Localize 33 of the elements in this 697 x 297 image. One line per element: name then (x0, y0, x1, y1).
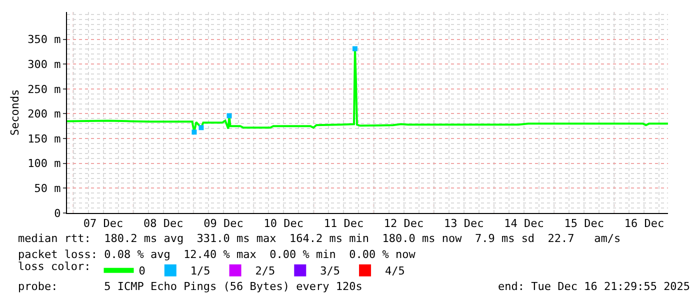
x-tick-label: 09 Dec (204, 217, 244, 230)
point (352, 46, 358, 52)
y-tick-label: 200 m (28, 108, 62, 121)
text: probe: 5 ICMP Echo Pings (56 Bytes) every 120s (18, 280, 362, 293)
y-tick-label: 350 m (28, 33, 62, 46)
x-tick-label: 13 Dec (444, 217, 484, 230)
y-tick-label: 100 m (28, 157, 62, 170)
x-tick-label: 14 Dec (504, 217, 544, 230)
x-tick-label: 16 Dec (624, 217, 664, 230)
x-tick-label: 11 Dec (324, 217, 364, 230)
x-tick-label: 12 Dec (384, 217, 424, 230)
legend-label: 1/5 (190, 264, 210, 278)
y-tick-label: 150 m (28, 132, 62, 146)
point (192, 130, 197, 135)
legend-title: loss color: (18, 260, 91, 274)
text: median rtt: 180.2 ms avg 331.0 ms max 164.2 ms min 180.0 ms now 7.9 ms sd 22.7 am/s (18, 232, 621, 245)
legend-label: 0 (138, 264, 146, 278)
point (226, 113, 232, 118)
text: packet loss: 0.08 % avg 12.40 % max 0.00 % min 0.00 % now (18, 248, 416, 261)
x-tick-label: 15 Dec (564, 217, 604, 230)
y-tick-label: 300 m (28, 58, 62, 71)
text: end: Tue Dec 16 21:29:55 2025 (498, 280, 690, 293)
point (198, 125, 204, 130)
y-tick-label: 50 m (34, 182, 62, 196)
legend-label: 2/5 (255, 264, 276, 278)
x-tick-label: 10 Dec (264, 217, 304, 230)
y-tick-label: 0 (54, 206, 61, 220)
y-axis-title: Seconds (8, 89, 22, 136)
y-tick-label: 250 m (28, 82, 62, 96)
x-tick-label: 08 Dec (144, 217, 184, 230)
x-tick-label: 07 Dec (83, 217, 124, 230)
legend-label: 3/5 (320, 264, 340, 278)
legend-label: 4/5 (385, 264, 405, 278)
